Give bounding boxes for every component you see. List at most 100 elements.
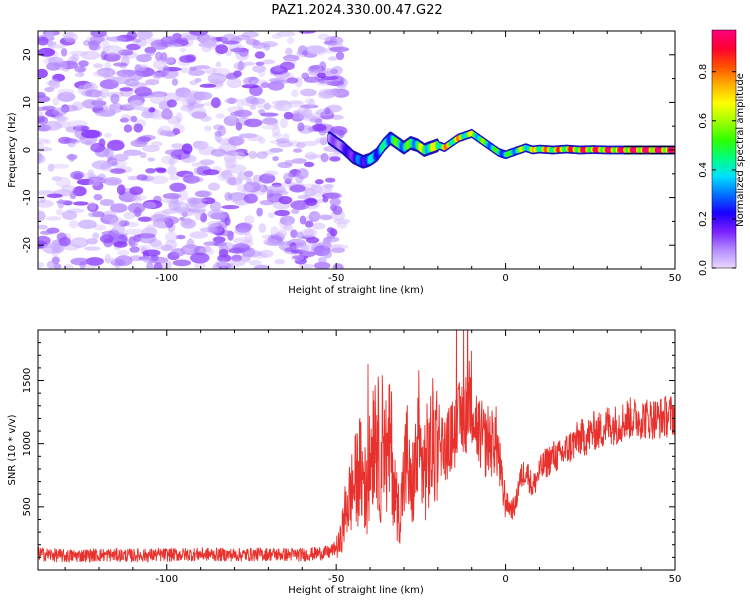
colorbar: 0.0 0.2 0.4 0.6 0.8 Normalized spectral ampl… bbox=[698, 29, 746, 276]
heatmap-cell bbox=[326, 227, 335, 233]
heatmap-cell bbox=[107, 140, 125, 151]
heatmap-cell bbox=[195, 92, 210, 100]
heatmap-cell bbox=[134, 86, 152, 97]
heatmap-cell bbox=[324, 107, 331, 115]
heatmap-cell bbox=[190, 252, 210, 264]
heatmap-cell bbox=[272, 156, 279, 162]
heatmap-cell bbox=[324, 89, 344, 96]
heatmap-cell bbox=[126, 31, 137, 41]
heatmap-cell bbox=[131, 99, 144, 109]
heatmap-cell bbox=[199, 83, 217, 88]
heatmap-cell bbox=[246, 177, 253, 185]
heatmap-cell bbox=[137, 136, 152, 143]
heatmap-cell bbox=[113, 241, 128, 248]
heatmap-cell bbox=[320, 75, 339, 80]
chart-title: PAZ1.2024.330.00.47.G22 bbox=[271, 3, 442, 18]
x-tick-label: -100 bbox=[155, 574, 178, 585]
heatmap-cell bbox=[52, 97, 60, 106]
heatmap-cell bbox=[259, 249, 274, 258]
heatmap-cell bbox=[279, 118, 288, 129]
heatmap-cell bbox=[179, 47, 187, 53]
heatmap-cell bbox=[92, 232, 100, 240]
heatmap-cell bbox=[145, 168, 156, 174]
heatmap-cell bbox=[226, 164, 247, 174]
heatmap-cell bbox=[289, 184, 306, 193]
y-tick-label: 20 bbox=[22, 48, 33, 61]
heatmap-cell bbox=[249, 97, 266, 105]
heatmap-cell bbox=[56, 116, 67, 122]
heatmap-cell bbox=[152, 72, 163, 79]
heatmap-cell bbox=[150, 175, 169, 185]
heatmap-cell bbox=[131, 103, 139, 109]
heatmap-cell bbox=[62, 104, 79, 112]
heatmap-cell bbox=[72, 186, 87, 197]
y-tick-label: -10 bbox=[22, 189, 33, 205]
heatmap-cell bbox=[111, 161, 119, 166]
heatmap-cell bbox=[223, 115, 240, 127]
heatmap-cell bbox=[74, 65, 87, 73]
colorbar-ticks: 0.0 0.2 0.4 0.6 0.8 bbox=[698, 64, 736, 276]
heatmap-cell bbox=[215, 44, 229, 54]
heatmap-cell bbox=[244, 118, 263, 128]
heatmap-cell bbox=[108, 221, 120, 226]
heatmap-cell bbox=[248, 150, 257, 159]
heatmap-cell bbox=[74, 124, 82, 134]
heatmap-cell bbox=[175, 234, 186, 240]
heatmap-cell bbox=[329, 198, 341, 206]
heatmap-cell bbox=[237, 172, 249, 181]
heatmap-cell bbox=[78, 219, 97, 229]
heatmap-cell bbox=[286, 37, 295, 45]
heatmap-cell bbox=[69, 50, 88, 57]
heatmap-cell bbox=[128, 82, 148, 88]
heatmap-cell bbox=[296, 141, 306, 149]
heatmap-cell bbox=[235, 122, 243, 131]
heatmap-cell bbox=[272, 132, 283, 139]
heatmap-cell bbox=[134, 65, 147, 72]
heatmap-cell bbox=[228, 136, 245, 146]
heatmap-cell bbox=[55, 209, 64, 216]
heatmap-cell bbox=[300, 88, 317, 97]
heatmap-cell bbox=[168, 200, 181, 211]
heatmap-cell bbox=[134, 64, 142, 73]
heatmap-cell bbox=[291, 208, 300, 214]
heatmap-cell bbox=[38, 47, 56, 57]
heatmap-cell bbox=[70, 257, 90, 266]
x-tick-label: 0 bbox=[502, 273, 508, 284]
heatmap-cell bbox=[167, 165, 177, 177]
heatmap-cell bbox=[52, 107, 67, 117]
heatmap-cell bbox=[235, 34, 251, 41]
heatmap-cell bbox=[100, 87, 110, 99]
heatmap-cell bbox=[85, 257, 104, 266]
snr-frame bbox=[37, 329, 676, 571]
heatmap-cell bbox=[175, 87, 192, 98]
heatmap-cell bbox=[273, 80, 289, 84]
heatmap-cell bbox=[256, 104, 273, 109]
heatmap-cell bbox=[45, 41, 57, 46]
heatmap-cell bbox=[191, 162, 210, 168]
heatmap-cell bbox=[129, 186, 144, 196]
heatmap-cell bbox=[329, 244, 344, 254]
heatmap-cell bbox=[276, 31, 296, 37]
heatmap-cell bbox=[296, 168, 309, 180]
heatmap-cell bbox=[264, 170, 279, 176]
heatmap-cell bbox=[93, 224, 107, 231]
heatmap-cell bbox=[38, 147, 53, 152]
heatmap-cell bbox=[311, 123, 327, 132]
heatmap-cell bbox=[186, 238, 195, 250]
heatmap-cell bbox=[187, 69, 205, 76]
heatmap-cell bbox=[297, 106, 309, 116]
heatmap-cell bbox=[303, 229, 315, 238]
heatmap-cell bbox=[161, 198, 179, 203]
heatmap-cell bbox=[304, 98, 314, 104]
heatmap-cell bbox=[291, 158, 307, 164]
heatmap-cell bbox=[129, 246, 140, 253]
heatmap-cell bbox=[153, 262, 163, 269]
heatmap-cell bbox=[336, 220, 348, 229]
heatmap-cell bbox=[111, 76, 131, 85]
heatmap-cell bbox=[284, 221, 292, 231]
heatmap-cell bbox=[38, 111, 44, 118]
snr-x-axis-label: Height of straight line (km) bbox=[288, 585, 424, 596]
heatmap-cell bbox=[162, 65, 170, 76]
heatmap-cell bbox=[262, 234, 272, 239]
heatmap-cell bbox=[169, 202, 183, 208]
